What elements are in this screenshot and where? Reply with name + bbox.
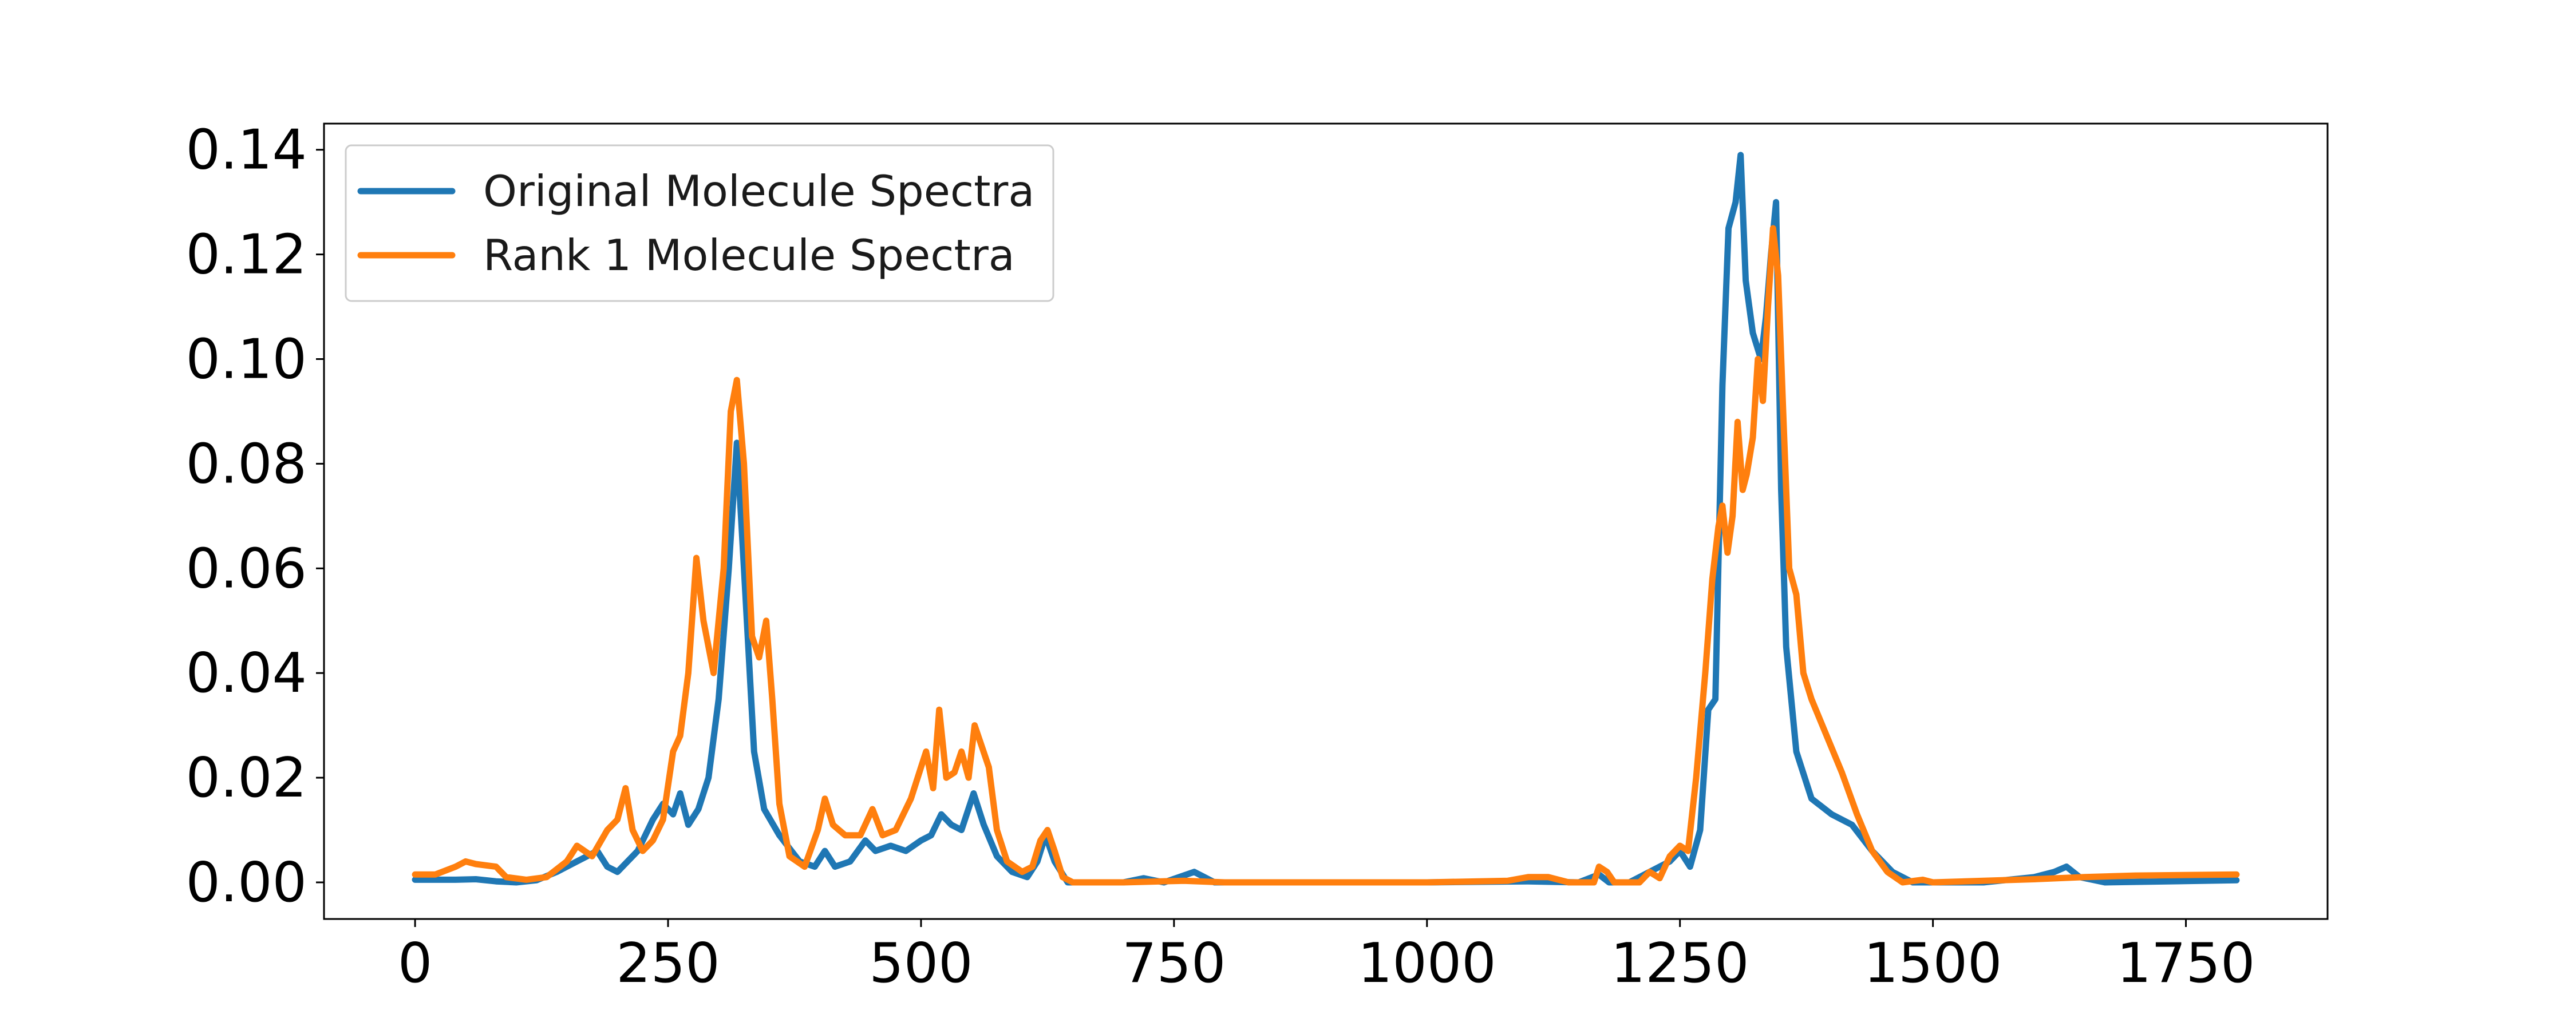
x-tick-label: 1250	[1611, 932, 1749, 995]
legend-label-2: Rank 1 Molecule Spectra	[483, 230, 1015, 280]
x-tick-label: 250	[616, 932, 720, 995]
legend: Original Molecule Spectra Rank 1 Molecule…	[345, 144, 1054, 302]
x-tick-label: 1000	[1358, 932, 1496, 995]
y-tick-label: 0.06	[185, 537, 307, 600]
x-tick-label: 1750	[2117, 932, 2255, 995]
x-tick-label: 0	[398, 932, 432, 995]
y-tick-label: 0.00	[185, 851, 307, 914]
y-axis: 0.00 0.02 0.04 0.06 0.08 0.10 0.12 0.14	[185, 119, 324, 914]
y-tick-label: 0.08	[185, 433, 307, 496]
series-layer	[412, 152, 2240, 886]
y-tick-label: 0.02	[185, 747, 307, 810]
x-tick-label: 1500	[1864, 932, 2002, 995]
plot-area-frame	[323, 122, 2329, 920]
y-tick-label: 0.12	[185, 224, 307, 287]
series-line-2	[412, 225, 2240, 886]
x-axis: 0 250 500 750 1000 1250 1500 1750	[398, 919, 2255, 995]
legend-box	[345, 144, 1054, 302]
legend-label-1: Original Molecule Spectra	[483, 166, 1034, 216]
x-tick-label: 750	[1122, 932, 1226, 995]
y-tick-label: 0.14	[185, 119, 307, 182]
y-tick-label: 0.10	[185, 328, 307, 391]
x-tick-label: 500	[869, 932, 973, 995]
y-tick-label: 0.04	[185, 642, 307, 705]
